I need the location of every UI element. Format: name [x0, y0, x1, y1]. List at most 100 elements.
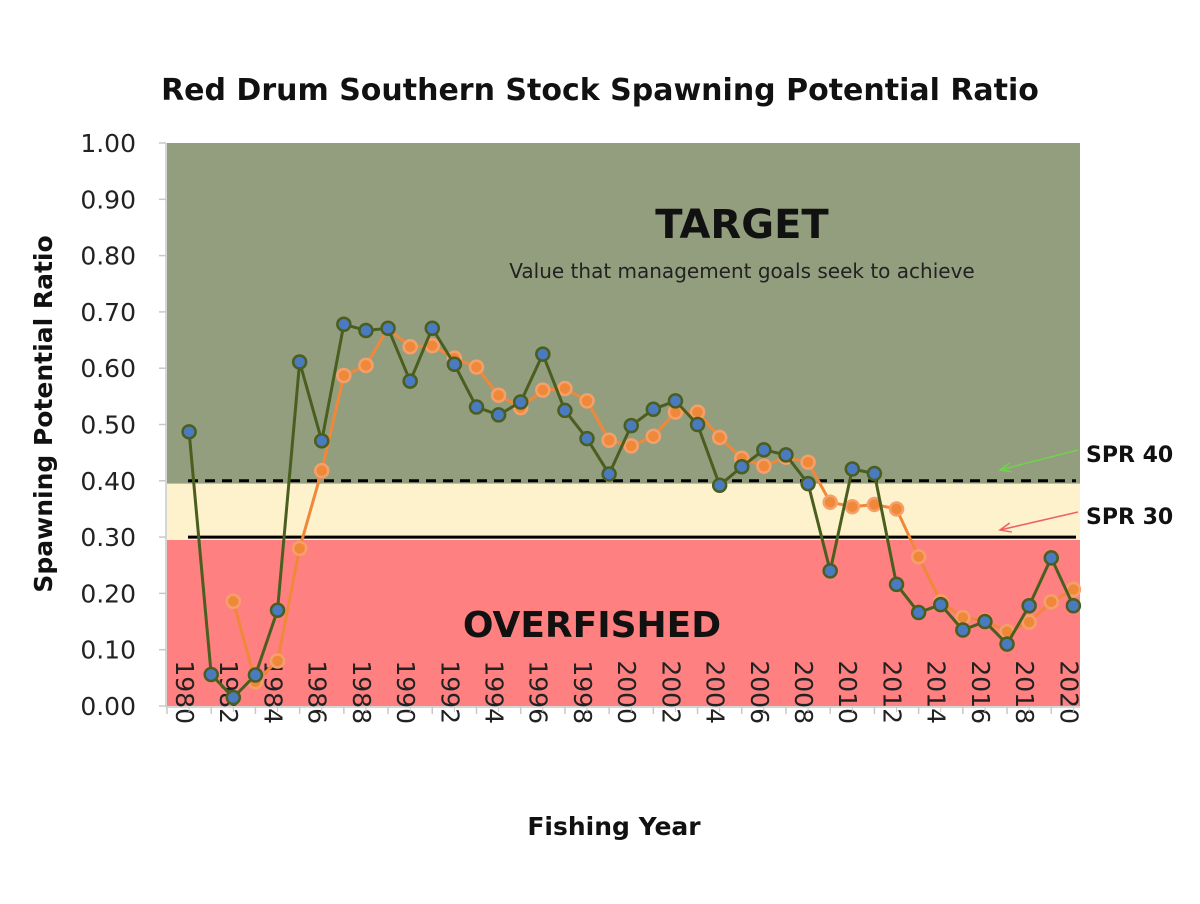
x-tick-label: 2020: [1054, 660, 1083, 724]
series-0-point: [402, 373, 418, 389]
series-0-point: [535, 346, 551, 362]
x-tick-label: 1980: [170, 660, 199, 724]
y-tick-label: 0.90: [80, 185, 136, 214]
labels-layer: Red Drum Southern Stock Spawning Potenti…: [29, 73, 1173, 841]
series-0-point: [181, 424, 197, 440]
target-zone-label: TARGET: [655, 202, 829, 248]
y-tick-label: 0.00: [80, 692, 136, 721]
series-0-point: [756, 442, 772, 458]
y-tick-label: 0.40: [80, 467, 136, 496]
series-0-point: [800, 475, 816, 492]
series-1-point: [313, 462, 330, 479]
series-1-point: [844, 498, 861, 515]
y-tick-label: 0.10: [80, 636, 136, 665]
series-0-point: [446, 356, 463, 373]
series-0-point: [512, 394, 529, 410]
x-tick-label: 2018: [1010, 660, 1039, 724]
series-1-point: [336, 367, 352, 384]
series-0-point: [623, 417, 639, 434]
series-1-point: [358, 357, 374, 374]
series-0-point: [1065, 598, 1082, 614]
series-0-point: [822, 563, 838, 579]
x-tick-label: 2000: [612, 660, 641, 724]
series-1-point: [291, 540, 308, 557]
series-0-point: [424, 320, 441, 336]
series-0-point: [645, 401, 662, 418]
series-0-point: [291, 354, 308, 370]
y-tick-label: 0.70: [80, 298, 136, 327]
series-1-point: [1043, 594, 1060, 610]
series-0-point: [203, 666, 219, 683]
x-axis-label: Fishing Year: [527, 812, 701, 841]
series-0-point: [313, 433, 330, 449]
series-1-point: [468, 359, 485, 375]
x-tick-label: 2010: [833, 660, 862, 724]
series-1-point: [822, 494, 838, 510]
target-zone-sublabel: Value that management goals seek to achi…: [509, 259, 974, 283]
series-0-point: [888, 576, 905, 593]
series-1-point: [711, 429, 728, 446]
y-tick-label: 0.20: [80, 579, 136, 608]
zone-band-0: [167, 539, 1080, 706]
reference-label-1: SPR 30: [1086, 505, 1173, 530]
series-0-point: [336, 316, 352, 333]
x-tick-label: 1990: [391, 660, 420, 724]
reference-label-0: SPR 40: [1086, 443, 1173, 468]
series-0-point: [999, 636, 1015, 652]
series-0-point: [866, 465, 883, 482]
series-layer: [181, 316, 1082, 706]
x-tick-label: 1984: [258, 660, 287, 724]
series-0-point: [955, 622, 971, 638]
x-tick-label: 2012: [877, 660, 906, 724]
axes-layer: 0.00 0.10 0.20 0.30 0.40 0.50 0.60 0.70 0.80 0.90…: [80, 129, 1083, 724]
y-tick-label: 0.60: [80, 354, 136, 383]
x-tick-label: 1994: [479, 660, 508, 724]
x-tick-label: 2016: [966, 660, 995, 724]
series-1-point: [557, 380, 573, 397]
reference-arrowhead-0: [998, 462, 1012, 473]
series-0-point: [247, 667, 264, 683]
series-1-point: [1021, 614, 1037, 630]
series-1-point: [601, 432, 617, 449]
y-axis-label: Spawning Potential Ratio: [29, 235, 58, 592]
series-0-point: [557, 402, 573, 419]
reference-lines-layer: [188, 479, 1076, 539]
x-tick-label: 2008: [789, 660, 818, 724]
x-tick-label: 1988: [347, 660, 376, 724]
reference-arrowhead-1: [998, 522, 1012, 533]
series-0-point: [734, 458, 750, 475]
x-tick-label: 2014: [922, 660, 951, 724]
series-1-point: [756, 458, 772, 474]
series-1-point: [910, 549, 927, 565]
series-1-point: [490, 387, 507, 403]
series-0-point: [358, 322, 374, 339]
x-tick-label: 1992: [435, 660, 464, 724]
series-0-point: [490, 407, 507, 423]
series-0-point: [844, 461, 861, 477]
series-1-point: [800, 454, 816, 470]
series-0-point: [977, 613, 993, 630]
zones-layer: [167, 143, 1080, 706]
series-0-point: [468, 399, 485, 415]
series-1-point: [579, 393, 595, 409]
series-1-point: [689, 404, 706, 420]
series-0-point: [579, 430, 595, 447]
series-1-point: [225, 593, 242, 610]
series-0-point: [711, 477, 728, 494]
x-tick-label: 2004: [701, 660, 730, 724]
x-tick-label: 2006: [745, 660, 774, 724]
x-tick-label: 2002: [656, 660, 685, 724]
series-1-point: [402, 339, 418, 355]
x-tick-label: 1996: [524, 660, 553, 724]
series-0-point: [1043, 550, 1060, 566]
chart-title: Red Drum Southern Stock Spawning Potenti…: [161, 73, 1039, 108]
series-0-point: [910, 604, 927, 621]
series-0-point: [380, 320, 396, 336]
zone-band-2: [167, 143, 1080, 484]
series-1-point: [623, 438, 639, 454]
overfished-zone-label: OVERFISHED: [463, 605, 721, 646]
reference-arrow-1: [999, 511, 1079, 531]
y-tick-label: 0.50: [80, 411, 136, 440]
